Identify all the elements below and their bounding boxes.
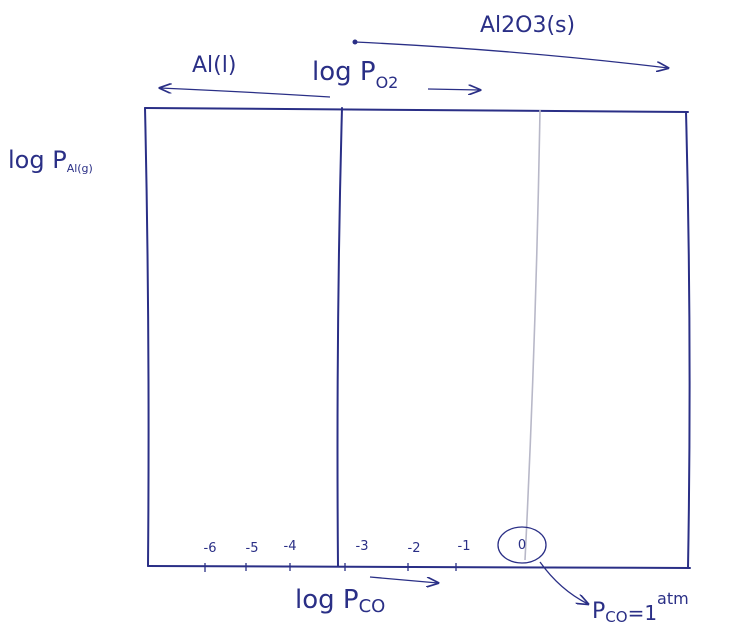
tick-label: -2 <box>408 541 421 556</box>
diagram: Al2O3(s) Al(l) log PO2 log PAl(g) -6 -5 … <box>0 0 741 634</box>
box-right <box>686 112 690 568</box>
axis-label-sub: CO <box>359 596 386 617</box>
divider-line <box>338 108 343 566</box>
axis-label: log PAl(g) <box>8 146 93 175</box>
tick-label: -4 <box>284 539 297 554</box>
axis-label-sub: Al(g) <box>67 162 93 175</box>
box-left <box>145 108 149 566</box>
arrow <box>370 577 438 583</box>
box-bottom <box>148 566 690 568</box>
arrow <box>428 89 480 90</box>
divider-line-light <box>525 110 540 560</box>
box-top <box>145 108 688 112</box>
tick-label: -6 <box>204 541 217 556</box>
tick-label: 0 <box>518 538 526 553</box>
phase-label: Al(l) <box>192 53 236 78</box>
note-rest: =1 <box>628 601 657 625</box>
tick-label: -5 <box>246 541 259 556</box>
tick-label: -1 <box>458 539 471 554</box>
phase-label: Al2O3(s) <box>480 13 575 38</box>
note-sup: atm <box>657 589 689 608</box>
axis-label: log PCO <box>295 585 385 617</box>
axis-label-sub: O2 <box>376 73 399 92</box>
axis-label-main: log P <box>295 585 359 615</box>
arrow <box>355 42 668 68</box>
note-sub: CO <box>605 608 627 626</box>
tick-label: -3 <box>356 539 369 554</box>
note-main: P <box>592 599 605 624</box>
axis-label: log PO2 <box>312 57 398 92</box>
note: PCO=1atm <box>592 589 689 626</box>
axis-label-main: log P <box>312 57 376 87</box>
tick-labels: -6 -5 -4 -3 -2 -1 0 <box>204 538 527 556</box>
axis-label-main: log P <box>8 146 67 174</box>
arrow <box>160 88 330 97</box>
